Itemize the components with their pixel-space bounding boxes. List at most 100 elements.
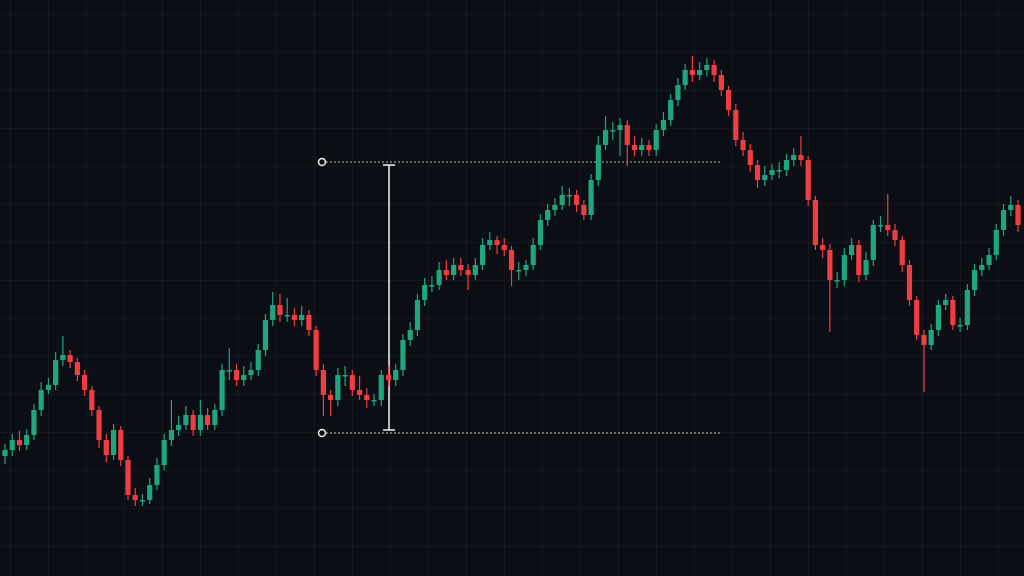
candle-body [407,330,413,340]
candle-body [892,230,898,240]
candle-body [697,70,703,75]
candle-body [986,255,992,265]
candle-body [624,125,630,145]
candle-body [863,260,869,275]
candle-body [725,90,732,110]
candle-body [733,110,739,140]
measure-handle [317,157,327,167]
candle-body [602,130,609,145]
candle-body [762,175,768,180]
candle-body [704,65,710,70]
candle-body [856,245,862,275]
candle-body [313,330,319,370]
candle-body [798,155,804,160]
candle-body [436,270,442,285]
candle-body [516,270,522,272]
candle-body [139,500,146,502]
candle-body [226,370,232,372]
candle-body [487,240,493,245]
candle-body [89,390,95,410]
candle-body [552,205,558,210]
candle-body [422,285,428,300]
candle-body [530,245,536,265]
candle-body [378,375,384,400]
candle-body [31,410,37,435]
candle-body [255,350,261,370]
candle-body [1008,205,1014,210]
candle-body [566,195,572,197]
candle-body [248,370,254,375]
candle-body [364,395,370,400]
candle-body [154,465,160,485]
candle-body [132,495,138,500]
candle-body [118,430,124,460]
candle-body [110,430,117,455]
candle-body [971,270,978,290]
candle-body [885,225,891,230]
candle-body [769,170,775,175]
candle-body [805,160,811,200]
candle-body [458,265,464,270]
candle-body [523,265,529,270]
candle-body [820,245,826,250]
candle-body [2,450,8,456]
candle-body [385,375,392,380]
candle-body [183,415,189,425]
candle-body [147,485,153,500]
candle-body [81,375,88,390]
candle-body [371,400,377,402]
candle-body [96,410,102,440]
candle-body [545,210,551,220]
candle-body [291,315,298,320]
candle-body [53,360,59,385]
candle-body [197,415,203,430]
candle-body [494,240,500,245]
candle-body [537,220,544,245]
candle-body [241,375,247,380]
candle-body [639,145,645,150]
candle-body [754,165,761,180]
candle-body [465,270,471,275]
candle-body [349,375,355,390]
candle-body [219,370,225,410]
candle-body [718,75,724,90]
candle-body [479,245,486,265]
candle-body [841,255,847,280]
candle-body [943,300,949,305]
candle-body [740,140,746,150]
candle-body [574,195,580,205]
candle-body [400,340,406,370]
candle-body [16,440,23,445]
candle-body [342,375,348,377]
candle-body [812,200,818,245]
candle-body [1015,205,1021,225]
candle-body [791,155,797,160]
candle-body [935,305,942,330]
candle-body [559,195,565,205]
candle-body [747,150,753,165]
candle-body [472,265,478,275]
candle-body [588,180,594,215]
candle-body [682,70,688,85]
candle-body [299,315,305,320]
candle-body [921,335,927,345]
candle-body [979,265,985,270]
candle-body [320,370,326,395]
candle-body [689,70,695,75]
candle-body [429,285,435,287]
candle-body [205,415,211,425]
candle-body [67,355,73,362]
candle-body [993,230,999,255]
candle-body [38,390,44,410]
candle-body [610,130,616,132]
candle-body [356,390,363,395]
candle-body [668,100,674,120]
candle-body [176,425,182,430]
candle-body [848,245,855,255]
candle-body [711,65,717,75]
candle-body [306,315,312,330]
candle-body [328,395,334,400]
candle-body [595,145,601,180]
